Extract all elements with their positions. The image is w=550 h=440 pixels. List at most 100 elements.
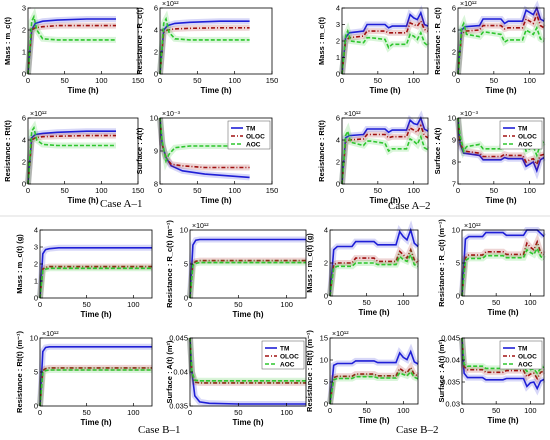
axis-exponent-a1_area: ×10⁻³ — [162, 111, 181, 118]
y-tick-label-a1_area: 9 — [154, 147, 158, 156]
series-line-b2_rt-oloc — [329, 365, 419, 405]
x-tick-label-a2_rc: 100 — [523, 76, 536, 85]
chart-panel-a1_rc: 0 50 100 150 0 2 4 6 ×10¹² Time (h) Resistance : R… — [135, 1, 278, 95]
y-axis-label-b1_rc: Resistance : R_c(t) (m⁻¹) — [165, 220, 174, 308]
y-tick-label-b1_rt: 0 — [34, 402, 38, 411]
y-axis-label-a1_area: Surface : A(t) — [135, 127, 144, 174]
x-tick-label-b1_rc: 50 — [234, 300, 242, 309]
chart-panel-b2_rc: 0 50 100 0 5 10 ×10¹² Time (h) Resistance : R_c(… — [437, 219, 547, 317]
axes-frame-a1_rc — [159, 7, 273, 75]
x-tick-label-b2_area: 0 — [460, 406, 464, 415]
y-tick-label-a2_rc: 0 — [452, 70, 456, 79]
y-axis-label-a1_rc: Resistance : R_c(t) — [135, 7, 144, 75]
y-axis-label-a2_rt: Resistance : Rt(t) — [317, 120, 326, 182]
x-tick-label-a1_rc: 150 — [266, 76, 279, 85]
y-tick-label-b2_mass: 4 — [324, 226, 328, 235]
y-axis-label-a1_rt: Resistance : Rt(t) — [3, 120, 12, 182]
y-tick-label-a1_mass: 1 — [22, 48, 26, 57]
y-tick-label-b2_rc: 0 — [456, 292, 460, 301]
chart-panel-a1_mass: 0 50 100 150 0 1 2 3 Time (h) Mass : m_c(t) — [3, 4, 144, 96]
x-tick-label-b1_area: 100 — [280, 408, 293, 417]
series-line-a1_area-oloc — [159, 117, 250, 169]
y-tick-label-a2_rt: 2 — [336, 158, 340, 167]
x-tick-label-b1_rc: 100 — [280, 300, 293, 309]
x-tick-label-a1_mass: 0 — [26, 76, 30, 85]
chart-panel-a2_rc: 0 50 100 0 2 4 6 ×10¹² Time (h) Resistance : R_c(… — [433, 0, 546, 95]
x-tick-label-b2_rt: 100 — [397, 406, 410, 415]
x-tick-label-b2_rt: 50 — [362, 406, 370, 415]
series-line-a2_mass-aoc — [341, 28, 429, 75]
x-axis-label-a2_rc: Time (h) — [486, 86, 517, 95]
x-tick-label-a1_mass: 100 — [95, 76, 108, 85]
legend-label-tm: TM — [518, 126, 527, 133]
x-axis-label-a2_area: Time (h) — [486, 196, 517, 205]
series-line-a2_rc-aoc — [457, 21, 545, 75]
x-tick-label-b2_area: 50 — [492, 406, 500, 415]
axes-frame-b2_area — [461, 337, 545, 405]
chart-panel-b1_rc: 0 50 100 0 5 10 ×10¹² Time (h) Resistance : R_c(… — [165, 220, 307, 319]
y-tick-label-a2_rt: 6 — [336, 114, 340, 123]
axis-exponent-b2_rc: ×10¹² — [464, 223, 481, 230]
y-tick-label-b2_rc: 10 — [452, 226, 460, 235]
x-axis-label-a1_mass: Time (h) — [68, 86, 99, 95]
y-tick-label-b1_area: 0.045 — [169, 334, 188, 343]
series-line-a1_mass-oloc — [27, 24, 116, 75]
y-tick-label-b1_rc: 0 — [184, 294, 188, 303]
chart-panel-a2_rt: 0 50 100 0 2 4 6 ×10¹² Time (h) Resistance : Rt(t… — [317, 110, 430, 205]
x-axis-label-a1_rc: Time (h) — [201, 86, 232, 95]
y-tick-label-b1_mass: 3 — [34, 243, 38, 252]
x-tick-label-a1_rt: 150 — [132, 186, 145, 195]
band-a1_rc-oloc — [157, 24, 250, 75]
axes-frame-a2_area — [457, 117, 545, 185]
y-tick-label-a2_rc: 4 — [452, 26, 456, 35]
x-tick-label-a1_mass: 50 — [60, 76, 68, 85]
y-axis-label-b1_area: Surface : A(t) (m²) — [165, 340, 174, 404]
x-tick-label-a2_mass: 100 — [407, 76, 420, 85]
y-tick-label-a2_mass: 0 — [336, 70, 340, 79]
x-tick-label-a2_mass: 0 — [340, 76, 344, 85]
axis-exponent-b2_rt: ×10¹² — [332, 331, 349, 338]
x-tick-label-a1_rc: 100 — [228, 76, 241, 85]
legend-label-oloc: OLOC — [280, 354, 299, 361]
y-axis-label-b1_mass: Mass : m_c(t) (g) — [15, 234, 24, 294]
chart-panel-a1_rt: 0 50 100 150 0 2 4 6 ×10¹² Time (h) Resistance : R… — [3, 111, 144, 205]
chart-panel-b1_mass: 0 50 100 0 1 2 3 4 Time (h) Mass : m_c(t) (g) — [15, 226, 153, 319]
y-tick-label-a2_area: 9 — [452, 136, 456, 145]
y-tick-label-a1_mass: 3 — [22, 4, 26, 13]
x-tick-label-b2_mass: 50 — [362, 298, 370, 307]
series-line-a2_area-tm — [457, 117, 545, 174]
x-axis-label-b1_rt: Time (h) — [81, 418, 112, 427]
y-tick-label-b1_mass: 1 — [34, 277, 38, 286]
y-tick-label-b1_rt: 5 — [34, 368, 38, 377]
legend-label-aoc: AOC — [518, 362, 533, 369]
y-tick-label-a2_mass: 2 — [336, 37, 340, 46]
caption-case-a2: Case A–2 — [388, 200, 431, 212]
y-tick-label-b2_area: 0.03 — [445, 400, 460, 409]
y-tick-label-b1_mass: 2 — [34, 260, 38, 269]
axis-exponent-a1_rc: ×10¹² — [162, 1, 179, 8]
y-tick-label-a1_rc: 0 — [154, 70, 158, 79]
x-tick-label-a1_rt: 50 — [60, 186, 68, 195]
series-line-b2_area-oloc — [461, 337, 545, 381]
series-line-a2_mass-oloc — [341, 19, 429, 75]
x-tick-label-b1_area: 0 — [188, 408, 192, 417]
y-tick-label-a1_rt: 4 — [22, 136, 26, 145]
y-tick-label-a2_area: 10 — [448, 114, 456, 123]
series-line-b2_rc-oloc — [461, 239, 545, 297]
y-tick-label-a1_rc: 6 — [154, 4, 158, 13]
y-tick-label-a2_mass: 1 — [336, 53, 340, 62]
series-line-b1_rc-tm — [189, 238, 306, 299]
x-tick-label-b1_area: 50 — [234, 408, 242, 417]
y-tick-label-a1_rc: 4 — [154, 26, 158, 35]
y-tick-label-b2_rt: 10 — [320, 356, 328, 365]
y-tick-label-b2_rt: 5 — [324, 378, 328, 387]
y-axis-label-b2_rc: Resistance : R_c(t) (m⁻¹) — [437, 219, 446, 307]
y-tick-label-b1_mass: 0 — [34, 294, 38, 303]
x-tick-label-b1_mass: 50 — [82, 300, 90, 309]
y-tick-label-b2_rt: 0 — [324, 400, 328, 409]
y-tick-label-a2_rc: 6 — [452, 4, 456, 13]
y-tick-label-a1_area: 8 — [154, 180, 158, 189]
caption-case-b1: Case B–1 — [138, 424, 181, 436]
y-tick-label-a1_rt: 0 — [22, 180, 26, 189]
axis-exponent-a2_rt: ×10¹² — [344, 111, 361, 118]
